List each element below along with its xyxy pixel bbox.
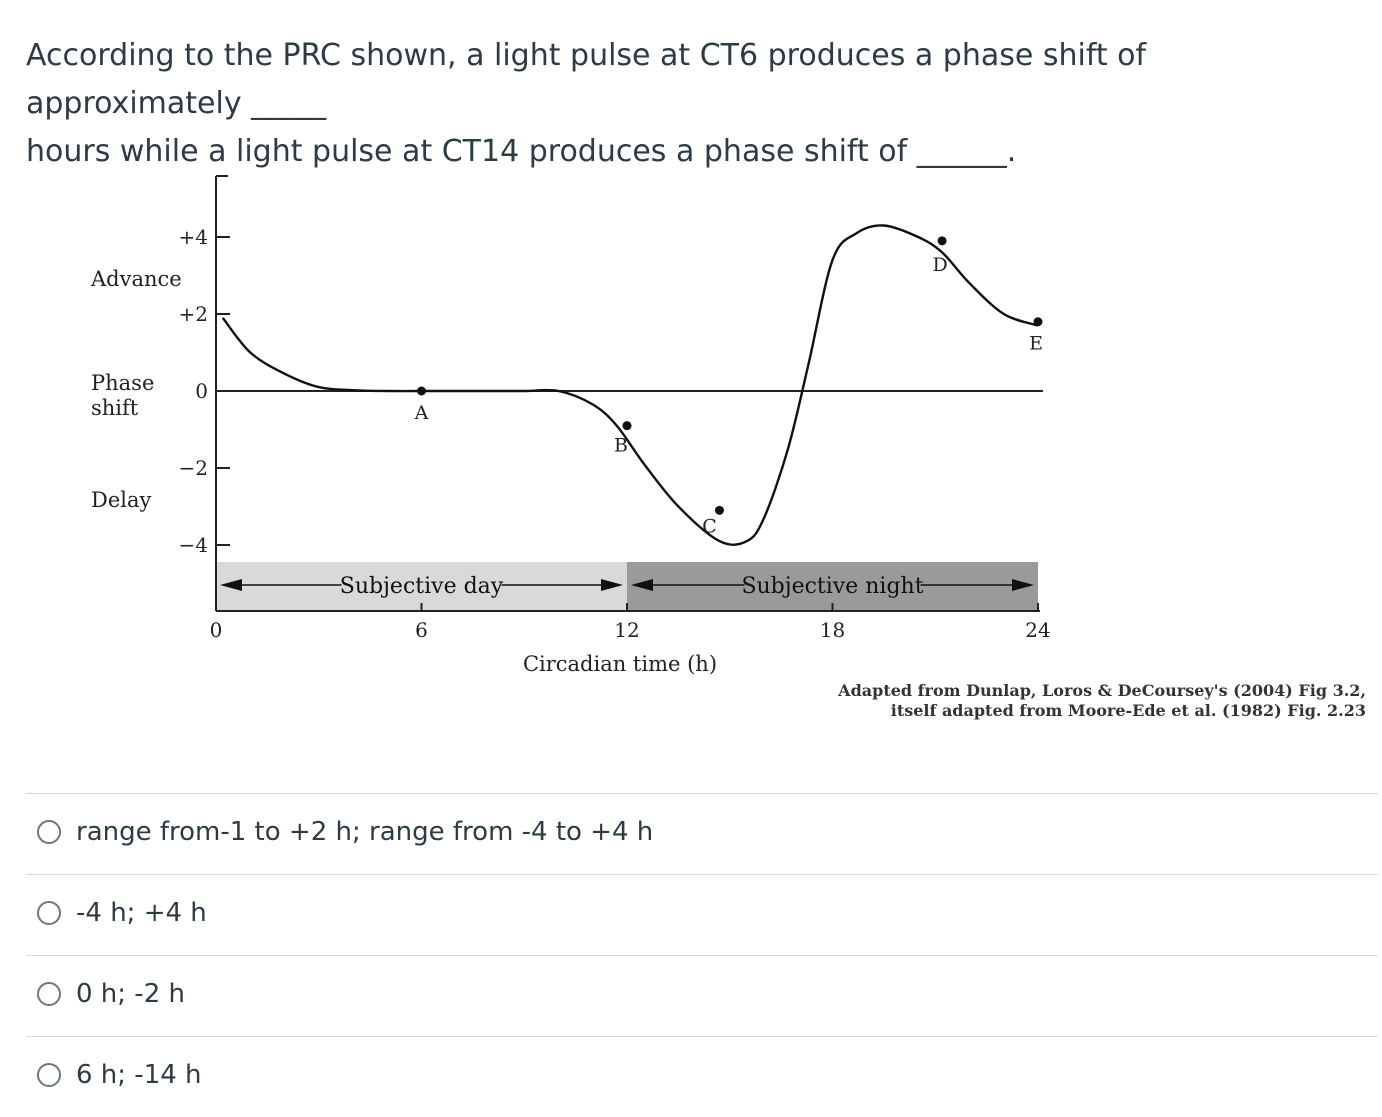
y-ticks: +4 +2 0 −2 −4 <box>179 225 230 557</box>
question-line-1: According to the PRC shown, a light puls… <box>26 38 1147 121</box>
subjective-night-label: Subjective night <box>741 574 923 599</box>
radio-button-2[interactable] <box>37 901 61 925</box>
y-tick-label: 0 <box>195 379 208 403</box>
answer-list: range from-1 to +2 h; range from -4 to +… <box>26 793 1378 1117</box>
x-tick-label: 6 <box>415 618 428 642</box>
x-tick-label: 18 <box>820 618 845 642</box>
y-axis-label: Phase shift <box>91 371 154 420</box>
band-arrowhead <box>1012 579 1034 591</box>
answer-option-1[interactable]: range from-1 to +2 h; range from -4 to +… <box>26 793 1378 874</box>
radio-button-1[interactable] <box>37 820 61 844</box>
answer-label-1[interactable]: range from-1 to +2 h; range from -4 to +… <box>76 817 654 847</box>
y-tick-label: −4 <box>179 533 208 557</box>
point-label-b: B <box>614 435 628 457</box>
x-ticks: 0 6 12 18 24 <box>210 603 1051 642</box>
answer-option-2[interactable]: -4 h; +4 h <box>26 874 1378 955</box>
attribution-line-2: itself adapted from Moore-Ede et al. (19… <box>891 701 1366 720</box>
point-d <box>937 236 947 246</box>
answer-option-3[interactable]: 0 h; -2 h <box>26 955 1378 1036</box>
point-label-e: E <box>1029 333 1043 355</box>
prc-chart: +4 +2 0 −2 −4 0 6 12 18 24 Advance Phase shift De… <box>90 175 1366 720</box>
point-a <box>417 386 426 396</box>
x-axis-label: Circadian time (h) <box>523 652 717 676</box>
delay-label: Delay <box>91 488 152 512</box>
y-tick-label: +4 <box>179 225 208 249</box>
answer-option-4[interactable]: 6 h; -14 h <box>26 1036 1378 1117</box>
band-arrowhead <box>601 579 623 591</box>
subjective-day-band <box>216 562 627 611</box>
radio-button-4[interactable] <box>37 1063 61 1087</box>
answer-label-2[interactable]: -4 h; +4 h <box>76 898 207 928</box>
question-text: According to the PRC shown, a light puls… <box>26 32 1356 176</box>
point-c <box>714 505 724 515</box>
answer-label-4[interactable]: 6 h; -14 h <box>76 1060 202 1090</box>
attribution-line-1: Adapted from Dunlap, Loros & DeCoursey's… <box>837 681 1366 700</box>
prc-curve <box>221 224 1039 546</box>
question-line-2: hours while a light pulse at CT14 produc… <box>26 134 1017 169</box>
subjective-day-label: Subjective day <box>340 574 504 599</box>
point-label-a: A <box>414 402 429 424</box>
x-tick-label: 12 <box>614 618 639 642</box>
prc-figure: +4 +2 0 −2 −4 0 6 12 18 24 Advance Phase shift De… <box>0 160 1382 730</box>
point-e <box>1033 317 1043 327</box>
radio-button-3[interactable] <box>37 982 61 1006</box>
advance-label: Advance <box>90 267 182 291</box>
y-tick-label: −2 <box>179 456 208 480</box>
x-tick-label: 0 <box>210 618 223 642</box>
answer-label-3[interactable]: 0 h; -2 h <box>76 979 185 1009</box>
point-label-d: D <box>932 254 947 276</box>
band-labels: Subjective day Subjective night <box>220 574 1034 599</box>
point-b <box>622 421 632 431</box>
point-label-c: C <box>702 515 717 537</box>
y-tick-label: +2 <box>179 302 208 326</box>
band-arrowhead <box>631 579 653 591</box>
x-tick-label: 24 <box>1025 618 1050 642</box>
band-arrowhead <box>220 579 242 591</box>
subjective-night-band <box>627 562 1038 611</box>
curve-points: A B C D E <box>414 236 1043 537</box>
